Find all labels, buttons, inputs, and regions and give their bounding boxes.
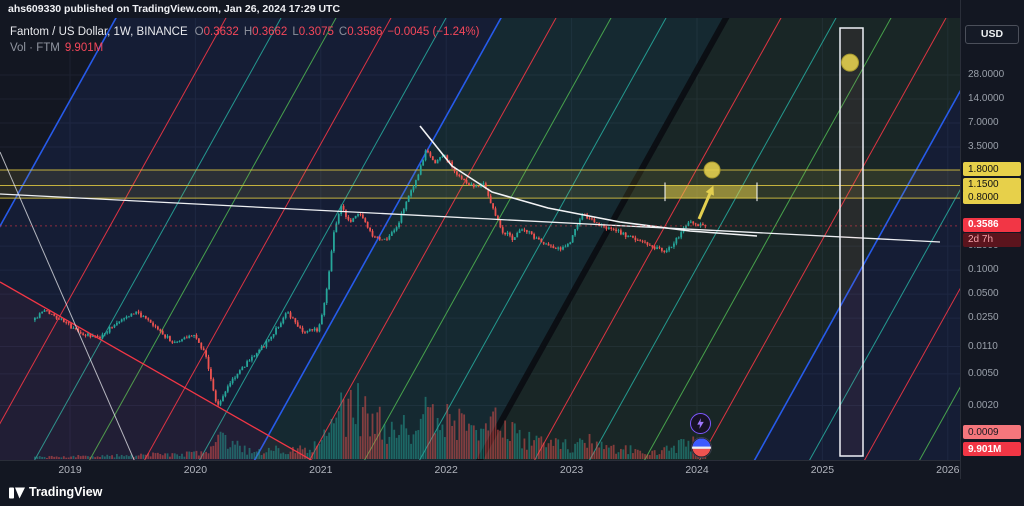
flag-icon	[692, 438, 711, 457]
boost-button[interactable]	[690, 413, 711, 434]
tradingview-logo[interactable]	[9, 486, 25, 499]
price-axis[interactable]: USD 28.000014.00007.00003.50000.20000.10…	[960, 0, 1024, 479]
last-price-badge: 0.3586	[963, 217, 1021, 232]
price-level-badge: 0.0009	[963, 425, 1021, 440]
target-circle[interactable]	[840, 53, 859, 72]
price-tick: 3.5000	[968, 141, 999, 152]
ohlc-values: O0.3632 H0.3662 L0.3075 C0.3586	[194, 26, 383, 38]
currency-toggle-button[interactable]: USD	[965, 25, 1019, 44]
price-tick: 0.0020	[968, 399, 999, 411]
price-level-badge: 1.1500	[963, 177, 1021, 192]
price-tick: 0.0500	[968, 288, 999, 300]
lightning-icon	[697, 418, 704, 429]
price-level-badge: 0.8000	[963, 190, 1021, 205]
year-label: 2022	[434, 464, 458, 476]
volume-label: Vol · FTM	[10, 42, 60, 54]
red-descending-trendline[interactable]	[0, 281, 320, 465]
year-label: 2020	[183, 464, 208, 476]
year-label: 2026	[936, 464, 960, 476]
forecast-box[interactable]	[839, 27, 864, 457]
white-trendline[interactable]	[0, 193, 941, 243]
bar-countdown-badge: 2d 7h	[963, 232, 1021, 247]
year-label: 2025	[810, 464, 835, 476]
volume-value: 9.901M	[64, 42, 104, 54]
price-change: −0.0045 (−1.24%)	[387, 26, 480, 38]
symbol-title[interactable]: Fantom / US Dollar, 1W, BINANCE	[10, 26, 188, 38]
white-resistance-curve[interactable]	[419, 125, 758, 237]
flag-button[interactable]	[691, 437, 712, 458]
price-tick: 14.0000	[968, 93, 1005, 104]
white-steep-trendline[interactable]	[0, 151, 135, 462]
time-axis[interactable]: 2019 2020 2021 2022 2023 2024 2025 2026	[0, 460, 1024, 480]
price-tick: 0.1000	[968, 264, 999, 276]
target-circle[interactable]	[703, 161, 721, 179]
year-label: 2024	[685, 464, 709, 476]
volume-badge: 9.901M	[963, 442, 1021, 456]
year-label: 2019	[58, 464, 82, 476]
snapshot-footer: TradingView	[0, 479, 1024, 506]
target-arrow[interactable]	[697, 190, 713, 220]
price-tick: 0.0250	[968, 312, 999, 324]
price-level-badge: 1.8000	[963, 162, 1021, 177]
price-tick: 0.0050	[968, 367, 999, 379]
year-label: 2023	[559, 464, 584, 476]
year-label: 2021	[309, 464, 333, 476]
chart-legend: Fantom / US Dollar, 1W, BINANCE O0.3632 H0…	[10, 25, 479, 55]
tradingview-brand[interactable]: TradingView	[29, 485, 103, 499]
price-tick: 7.0000	[968, 117, 999, 128]
price-tick: 28.0000	[968, 69, 1005, 80]
price-tick: 0.0110	[968, 340, 998, 352]
published-bar: ahs609330 published on TradingView.com, …	[8, 3, 341, 15]
